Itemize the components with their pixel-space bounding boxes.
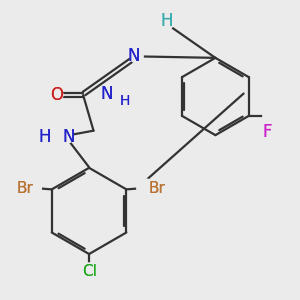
Circle shape [39, 131, 50, 142]
Circle shape [103, 88, 116, 102]
Text: N: N [62, 128, 74, 146]
Text: Br: Br [17, 181, 34, 196]
Circle shape [120, 97, 129, 105]
Text: H: H [119, 94, 130, 108]
Text: H: H [119, 94, 130, 108]
Text: F: F [263, 123, 272, 141]
Text: N: N [128, 47, 140, 65]
Text: Cl: Cl [82, 264, 97, 279]
Text: Br: Br [149, 181, 166, 196]
Text: N: N [101, 85, 113, 103]
Text: N: N [62, 128, 74, 146]
Circle shape [60, 130, 73, 143]
Text: H: H [160, 12, 172, 30]
Text: Br: Br [149, 181, 166, 196]
Circle shape [137, 179, 154, 197]
Text: O: O [50, 86, 63, 104]
Circle shape [82, 263, 97, 278]
Circle shape [130, 50, 143, 63]
Text: N: N [101, 85, 113, 103]
Text: O: O [50, 86, 63, 104]
Circle shape [263, 110, 274, 121]
Text: H: H [38, 128, 51, 146]
Circle shape [50, 88, 63, 102]
Text: Cl: Cl [82, 264, 97, 279]
Text: H: H [38, 128, 51, 146]
Text: F: F [263, 123, 272, 141]
Text: N: N [128, 47, 140, 65]
Text: Br: Br [17, 181, 34, 196]
Circle shape [23, 179, 41, 197]
Circle shape [160, 17, 173, 30]
Text: H: H [160, 12, 172, 30]
